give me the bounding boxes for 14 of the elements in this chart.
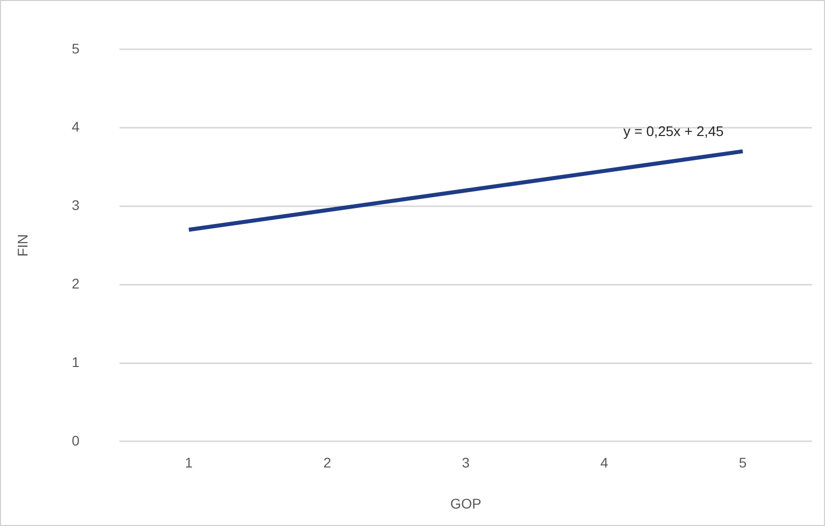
y-axis-title: FIN <box>14 234 30 257</box>
annotation: y = 0,25x + 2,45 <box>623 123 724 140</box>
y-tick-label: 5 <box>72 40 80 56</box>
x-tick-label: 4 <box>600 454 608 471</box>
x-tick-label: 2 <box>323 454 332 471</box>
y-tick-label: 0 <box>72 432 80 448</box>
x-tick-label: 5 <box>738 454 747 471</box>
x-axis-title: GOP <box>450 495 482 512</box>
y-tick-label: 1 <box>72 354 80 370</box>
x-tick-label: 3 <box>462 454 470 471</box>
x-tick-label: 1 <box>184 454 193 471</box>
y-tick-label: 4 <box>72 118 80 135</box>
y-tick-label: 2 <box>72 275 80 292</box>
y-tick-label: 3 <box>72 197 80 214</box>
